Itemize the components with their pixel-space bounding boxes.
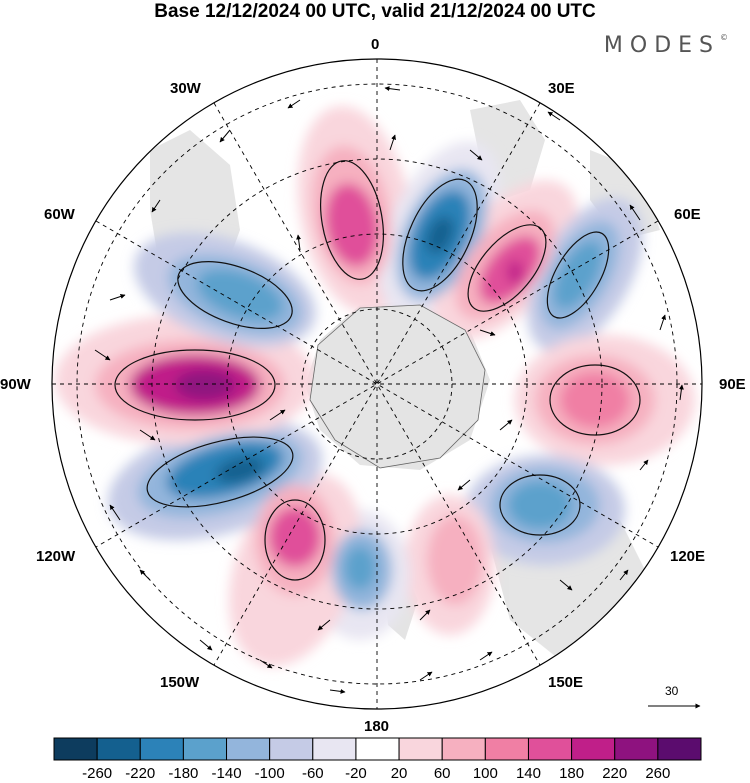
label-60e: 60E — [674, 206, 701, 223]
page-title: Base 12/12/2024 00 UTC, valid 21/12/2024… — [154, 1, 596, 22]
colorbar-swatch — [182, 737, 228, 761]
label-90w: 90W — [0, 376, 31, 393]
colorbar-tick-label: 20 — [390, 765, 408, 782]
label-120w: 120W — [36, 548, 76, 565]
colorbar-tick-label: -60 — [301, 765, 324, 782]
graticule — [52, 59, 702, 709]
colorbar-swatch — [571, 737, 616, 761]
colorbar-tick-label: -100 — [254, 765, 285, 782]
colorbar-tick-label: -140 — [211, 765, 242, 782]
colorbar-swatch — [657, 737, 702, 761]
colorbar-tick-label: -260 — [82, 765, 113, 782]
antarctica — [309, 304, 486, 469]
colorbar-tick-label: 220 — [602, 765, 628, 782]
colorbar-swatch — [312, 737, 357, 761]
colorbar — [53, 737, 702, 761]
colorbar-tick-label: 260 — [645, 765, 671, 782]
label-90e: 90E — [719, 376, 746, 393]
colorbar-swatch — [53, 737, 98, 761]
label-180: 180 — [364, 718, 390, 735]
colorbar-tick-label: 140 — [515, 765, 541, 782]
label-150w: 150W — [160, 674, 200, 691]
colorbar-swatch — [139, 737, 184, 761]
colorbar-tick-label: 180 — [559, 765, 585, 782]
streamlines — [114, 160, 641, 581]
colorbar-swatch — [441, 737, 486, 761]
map-disk — [52, 59, 702, 709]
colorbar-swatch — [269, 737, 314, 761]
colorbar-tick-label: -220 — [125, 765, 156, 782]
label-120e: 120E — [670, 548, 706, 565]
colorbar-tick-label: 60 — [433, 765, 451, 782]
colorbar-swatch — [527, 737, 573, 761]
label-150e: 150E — [548, 674, 584, 691]
colorbar-tick-label: -20 — [345, 765, 367, 782]
colorbar-swatch — [614, 737, 659, 761]
label-0: 0 — [371, 36, 380, 53]
map-boundary — [51, 58, 703, 710]
reference-vector-label: 30 — [665, 684, 679, 698]
anomaly-field — [55, 106, 695, 667]
label-60w: 60W — [44, 206, 75, 223]
colorbar-swatch — [226, 737, 271, 761]
colorbar-swatch — [398, 737, 443, 761]
brand-logo: MODES© — [603, 33, 728, 58]
colorbar-swatch — [484, 737, 529, 761]
colorbar-swatch — [355, 737, 400, 761]
colorbar-swatch — [96, 737, 141, 761]
label-30w: 30W — [170, 80, 201, 97]
label-30e: 30E — [548, 80, 575, 97]
colorbar-tick-label: 100 — [472, 765, 498, 782]
colorbar-tick-label: -180 — [168, 765, 199, 782]
